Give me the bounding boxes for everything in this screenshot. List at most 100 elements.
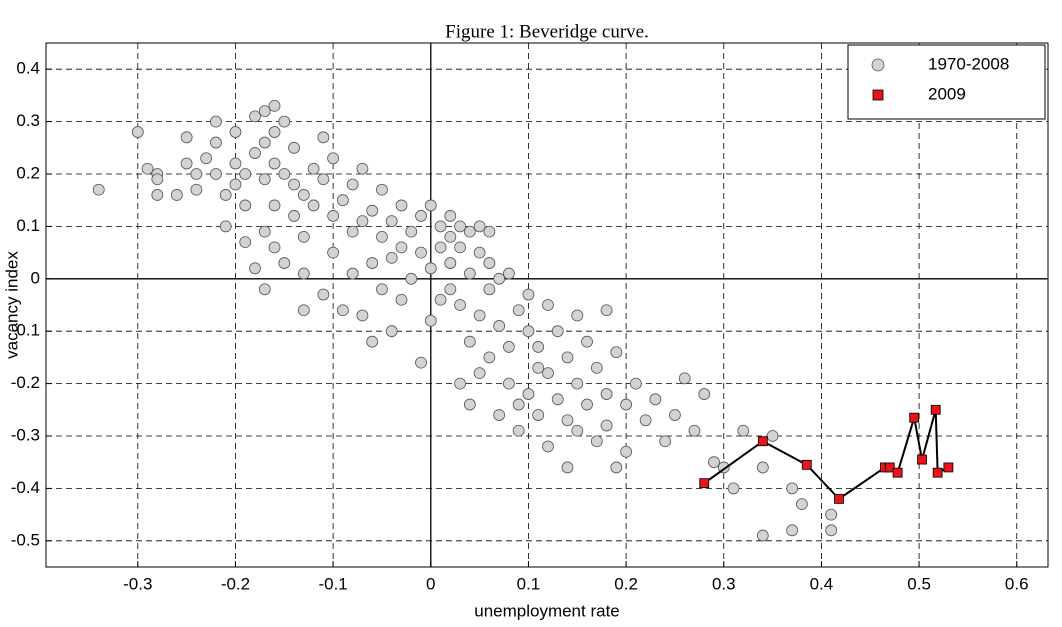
circle-point (317, 131, 330, 144)
circle-point (395, 241, 408, 254)
y-tick-label: 0.3 (16, 111, 40, 130)
circle-point (366, 204, 379, 217)
circle-point (522, 388, 535, 400)
circle-point (229, 157, 242, 170)
x-tick-label: -0.1 (318, 574, 347, 593)
circle-point (249, 110, 261, 123)
circle-point (278, 115, 291, 128)
circle-point (356, 309, 369, 322)
circle-point (766, 430, 779, 442)
circle-point (620, 445, 633, 458)
circle-point (210, 115, 222, 128)
circle-point (551, 393, 564, 406)
square-point (757, 436, 768, 447)
circle-point (151, 189, 164, 201)
circle-point (503, 267, 515, 280)
circle-point (503, 341, 515, 353)
square-point (801, 459, 812, 470)
y-tick-label: -0.3 (11, 425, 40, 444)
circle-point (503, 377, 515, 390)
circle-point (336, 194, 349, 207)
square-point (884, 462, 895, 473)
circle-point (463, 225, 476, 238)
circle-point (581, 398, 593, 411)
circle-point (385, 215, 398, 228)
circle-point (473, 220, 486, 233)
circle-point (258, 136, 271, 149)
circle-point (756, 529, 769, 542)
circle-point (454, 377, 466, 390)
circle-point (483, 257, 496, 269)
circle-point (493, 409, 506, 421)
square-point (699, 478, 710, 489)
circle-point (336, 304, 349, 317)
circle-point (483, 283, 496, 296)
circle-point (258, 283, 271, 296)
circle-point (395, 293, 408, 306)
circle-point (92, 183, 105, 196)
circle-point (210, 136, 222, 149)
circle-point (571, 309, 584, 322)
circle-point (786, 524, 799, 537)
circle-point (600, 419, 613, 432)
circle-point (258, 225, 271, 238)
square-point (892, 467, 903, 478)
x-axis-label: unemployment rate (474, 601, 620, 620)
circle-point (463, 267, 476, 280)
circle-point (473, 246, 486, 259)
circle-point (346, 225, 359, 238)
circle-point (297, 304, 310, 317)
circle-point (346, 178, 359, 191)
circle-point (669, 409, 681, 421)
circle-point (561, 461, 574, 474)
circle-point (542, 299, 554, 311)
circle-point (610, 346, 623, 359)
circle-point (151, 173, 164, 186)
circle-point (444, 210, 457, 222)
y-tick-label: 0 (31, 268, 40, 287)
circle-point (249, 262, 261, 275)
circle-point (649, 393, 662, 406)
circle-point (522, 325, 535, 338)
circle-point (180, 131, 193, 144)
circle-point (454, 299, 466, 311)
circle-point (688, 424, 701, 437)
circle-point (512, 398, 525, 411)
circle-point (415, 210, 427, 222)
circle-point (258, 105, 271, 118)
circle-point (327, 152, 340, 165)
x-tick-label: 0.5 (907, 574, 931, 593)
circle-point (317, 173, 330, 186)
y-axis-label: vacancy index (2, 251, 21, 359)
circle-point (297, 267, 310, 280)
circle-point (571, 377, 584, 390)
y-tick-label: 0.4 (16, 59, 40, 78)
x-tick-label: -0.2 (221, 574, 250, 593)
circle-point (698, 388, 711, 400)
circle-point (268, 241, 281, 254)
circle-point (219, 220, 232, 233)
circle-point (307, 162, 320, 175)
circle-point (288, 178, 300, 191)
circle-point (346, 267, 359, 280)
y-tick-label: -0.1 (11, 321, 40, 340)
circle-point (571, 424, 584, 437)
circle-point (200, 152, 213, 165)
circle-point (795, 498, 808, 511)
circle-point (239, 168, 252, 180)
circle-point (170, 189, 183, 201)
circle-point (561, 414, 574, 427)
x-tick-label: 0.4 (810, 574, 834, 593)
x-tick-label: 0 (426, 574, 435, 593)
circle-point (366, 335, 379, 348)
circle-point (512, 424, 525, 437)
circle-point (239, 236, 252, 249)
legend-marker (871, 58, 885, 72)
circle-point (288, 210, 300, 222)
circle-point (463, 335, 476, 348)
circle-point (678, 372, 691, 385)
y-tick-label: -0.4 (11, 478, 40, 497)
x-tick-label: 0.3 (712, 574, 736, 593)
circle-point (737, 424, 750, 437)
circle-point (249, 147, 261, 159)
